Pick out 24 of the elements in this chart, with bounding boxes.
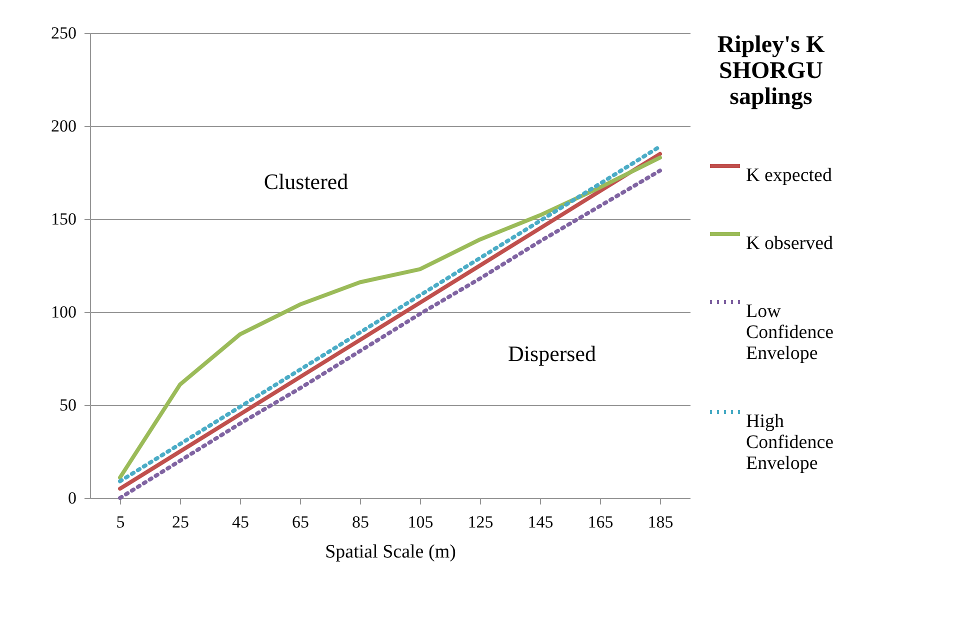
- x-tick-label: 125: [468, 512, 494, 532]
- x-tick-label: 25: [172, 512, 189, 532]
- x-axis-title: Spatial Scale (m): [325, 542, 456, 562]
- x-tick-label: 85: [352, 512, 369, 532]
- x-tick-label: 5: [116, 512, 125, 532]
- y-tick-label: 50: [60, 396, 76, 414]
- legend-label: High Confidence Envelope: [746, 411, 834, 474]
- y-tick-label: 0: [68, 488, 76, 508]
- y-tick-label: 100: [51, 302, 76, 322]
- x-tick-label: 145: [528, 512, 554, 532]
- x-tick-label: 165: [588, 512, 614, 532]
- x-tick-label: 105: [408, 512, 434, 532]
- annotation: Clustered: [264, 168, 348, 194]
- y-tick-label: 200: [51, 116, 76, 136]
- legend-label: Low Confidence Envelope: [746, 301, 834, 364]
- y-tick-label: 150: [51, 210, 76, 228]
- annotation: Dispersed: [508, 340, 596, 366]
- x-tick-label: 65: [292, 512, 309, 532]
- x-tick-label: 185: [648, 512, 674, 532]
- legend-label: K observed: [746, 233, 834, 254]
- x-tick-label: 45: [232, 512, 249, 532]
- legend-label: K expected: [746, 165, 832, 186]
- text: Ripley's K SHORGU saplings: [717, 32, 826, 110]
- y-tick-label: 250: [51, 24, 76, 42]
